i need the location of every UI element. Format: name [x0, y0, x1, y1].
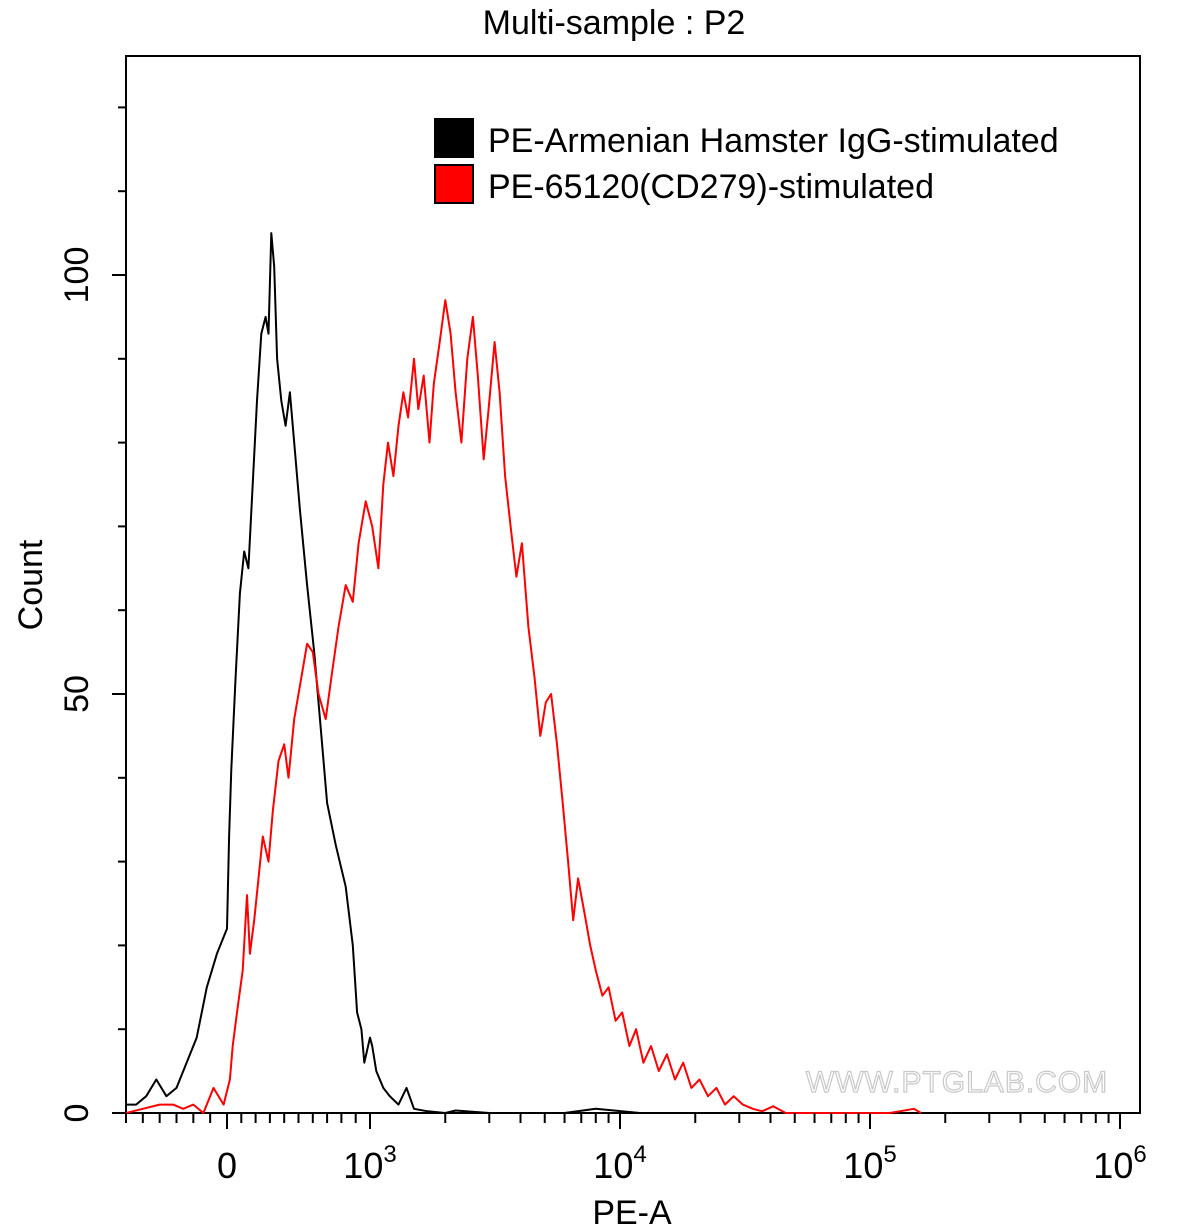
x-tick-label: 104 — [593, 1141, 646, 1186]
y-tick-label: 0 — [58, 1104, 96, 1123]
y-axis: 0 50 100 — [58, 106, 126, 1123]
y-axis-label: Count — [12, 539, 50, 630]
x-tick-label: 0 — [217, 1145, 237, 1186]
x-tick-label: 103 — [343, 1141, 396, 1186]
y-tick-label: 100 — [58, 247, 96, 304]
legend: PE-Armenian Hamster IgG-stimulated PE-651… — [434, 118, 1059, 206]
legend-label-1: PE-Armenian Hamster IgG-stimulated — [488, 122, 1059, 160]
y-tick-label: 50 — [58, 675, 96, 713]
plot-frame — [125, 55, 1141, 1114]
series-layer — [125, 232, 922, 1114]
series-line-2 — [125, 299, 922, 1114]
x-tick-label: 106 — [1093, 1141, 1146, 1186]
legend-swatch-1 — [434, 118, 474, 158]
watermark: WWW.PTGLAB.COM — [806, 1066, 1108, 1099]
x-axis-label: PE-A — [592, 1194, 672, 1231]
legend-label-2: PE-65120(CD279)-stimulated — [488, 168, 934, 206]
series-line-1 — [126, 232, 640, 1114]
chart-title: Multi-sample : P2 — [483, 4, 746, 42]
legend-swatch-2 — [434, 164, 474, 204]
x-axis: 0 103 104 105 106 — [125, 1113, 1147, 1186]
x-tick-label: 105 — [843, 1141, 896, 1186]
